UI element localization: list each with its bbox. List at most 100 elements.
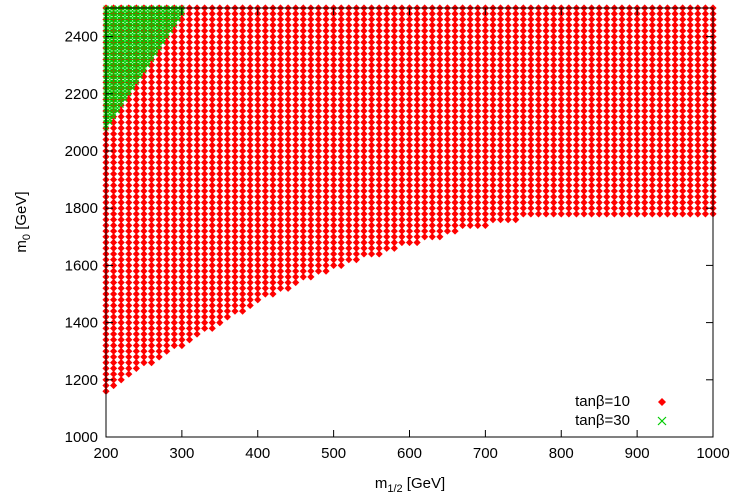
- data-point: [170, 210, 178, 218]
- data-point: [398, 158, 406, 167]
- data-point: [155, 181, 163, 189]
- data-point: [633, 135, 641, 144]
- data-point: [443, 95, 452, 104]
- data-point: [383, 107, 391, 115]
- data-point: [459, 210, 467, 218]
- data-point: [451, 187, 459, 195]
- data-point: [109, 370, 118, 378]
- data-point: [542, 55, 550, 64]
- data-point: [618, 141, 626, 149]
- data-point: [337, 33, 345, 41]
- data-point: [686, 204, 694, 212]
- data-point: [208, 78, 216, 86]
- data-point: [352, 21, 360, 29]
- data-point: [246, 90, 254, 98]
- data-point: [345, 78, 353, 86]
- data-point: [185, 244, 194, 252]
- data-point: [254, 101, 262, 109]
- data-point: [330, 95, 338, 104]
- data-point: [231, 284, 239, 292]
- data-point: [625, 33, 634, 41]
- data-point: [367, 181, 376, 189]
- data-point: [299, 216, 307, 224]
- data-point: [542, 181, 550, 189]
- data-point: [360, 221, 368, 229]
- data-point: [193, 204, 201, 212]
- data-point: [299, 164, 307, 172]
- data-point: [686, 210, 694, 218]
- data-point: [307, 176, 315, 184]
- data-point: [572, 193, 581, 201]
- data-point: [489, 193, 497, 201]
- data-point: [307, 21, 315, 29]
- data-point: [238, 278, 247, 287]
- data-point: [254, 141, 262, 149]
- data-point: [337, 153, 345, 161]
- data-point: [238, 261, 247, 269]
- data-point: [337, 221, 345, 229]
- data-point: [231, 301, 239, 310]
- data-point: [352, 158, 360, 167]
- data-point: [276, 273, 285, 281]
- data-point: [572, 164, 581, 172]
- data-point: [512, 67, 520, 75]
- data-point: [125, 176, 133, 184]
- data-point: [163, 250, 171, 258]
- data-point: [261, 267, 269, 275]
- data-point: [322, 118, 330, 126]
- data-point: [216, 313, 224, 321]
- data-point: [474, 78, 482, 86]
- data-point: [216, 27, 224, 35]
- data-point: [269, 21, 277, 29]
- data-point: [178, 341, 186, 350]
- data-point: [201, 118, 209, 126]
- data-point: [489, 44, 497, 52]
- data-point: [618, 67, 626, 75]
- data-point: [292, 147, 300, 155]
- data-point: [223, 38, 231, 46]
- data-point: [345, 84, 353, 92]
- data-point: [542, 118, 550, 126]
- data-point: [208, 44, 216, 52]
- data-point: [701, 135, 710, 144]
- data-point: [254, 267, 262, 275]
- data-point: [398, 118, 406, 126]
- data-point: [610, 176, 618, 184]
- data-point: [246, 38, 254, 46]
- data-point: [504, 193, 512, 201]
- data-point: [459, 113, 467, 121]
- data-point: [421, 107, 429, 115]
- y-tick-label: 1000: [65, 429, 98, 446]
- data-point: [352, 256, 360, 264]
- data-point: [428, 107, 436, 115]
- data-point: [588, 187, 596, 195]
- data-point: [352, 198, 360, 207]
- data-point: [572, 50, 581, 58]
- data-point: [671, 101, 679, 109]
- data-point: [489, 90, 497, 98]
- data-point: [375, 147, 383, 155]
- data-point: [451, 61, 459, 69]
- data-point: [390, 10, 398, 18]
- data-point: [413, 227, 421, 235]
- data-point: [701, 78, 710, 86]
- data-point: [519, 95, 527, 104]
- data-point: [504, 90, 512, 98]
- data-point: [299, 256, 307, 264]
- data-point: [701, 210, 710, 218]
- data-point: [421, 216, 429, 224]
- data-point: [405, 221, 414, 229]
- data-point: [178, 330, 186, 338]
- data-point: [292, 187, 300, 195]
- data-point: [254, 256, 262, 264]
- data-point: [542, 147, 550, 155]
- data-point: [618, 50, 626, 58]
- data-point: [246, 124, 254, 132]
- data-point: [269, 107, 277, 115]
- data-point: [254, 50, 262, 58]
- data-point: [208, 278, 216, 287]
- data-point: [580, 95, 588, 104]
- data-point: [155, 90, 163, 98]
- data-point: [610, 113, 618, 121]
- data-point: [519, 187, 527, 195]
